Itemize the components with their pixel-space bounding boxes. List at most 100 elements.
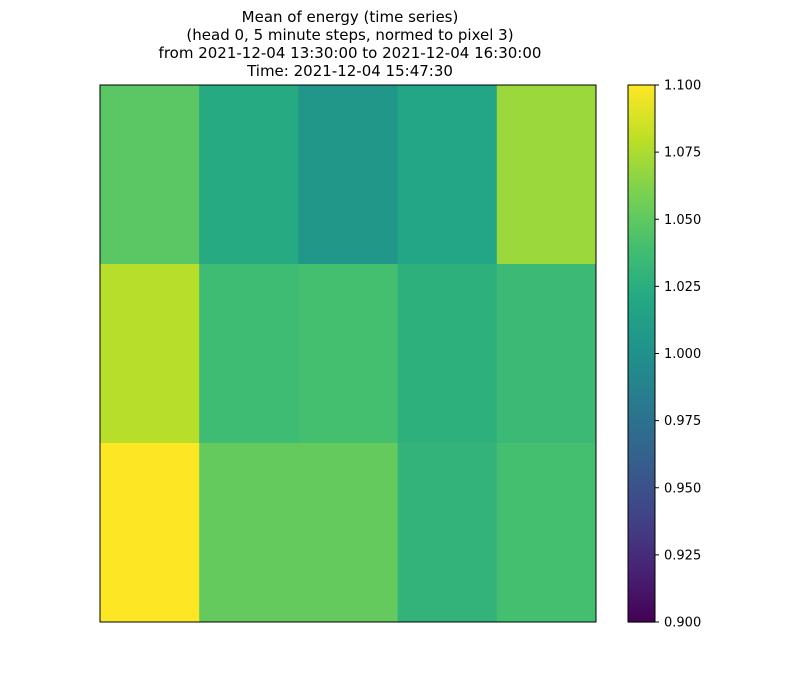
colorbar-segment: [628, 227, 655, 231]
colorbar-segment: [628, 568, 655, 572]
colorbar-segment: [628, 334, 655, 338]
colorbar-segment: [628, 428, 655, 432]
colorbar-segment: [628, 170, 655, 175]
colorbar-segment: [628, 315, 655, 320]
colorbar-segment: [628, 262, 655, 266]
colorbar-segment: [628, 136, 655, 140]
colorbar-segment: [628, 557, 655, 561]
colorbar-segment: [628, 546, 655, 551]
colorbar-segment: [628, 203, 655, 207]
colorbar-segment: [628, 119, 655, 124]
colorbar-segment: [628, 117, 655, 121]
colorbar-segment: [628, 509, 655, 513]
colorbar-segment: [628, 573, 655, 577]
colorbar-segment: [628, 101, 655, 105]
colorbar-segment: [628, 377, 655, 381]
heatmap-frame: [99, 84, 597, 623]
colorbar-segment: [628, 444, 655, 449]
colorbar-segment: [628, 232, 655, 236]
colorbar-segment: [628, 423, 655, 427]
colorbar-segment: [628, 165, 655, 169]
chart-title-line-1: Mean of energy (time series): [241, 8, 459, 26]
colorbar-segment: [628, 565, 655, 569]
colorbar-segment: [628, 587, 655, 591]
colorbar-segment: [628, 254, 655, 258]
colorbar-segment: [628, 168, 655, 172]
colorbar-segment: [628, 329, 655, 333]
colorbar-segment: [628, 184, 655, 188]
colorbar-segment: [628, 235, 655, 239]
colorbar-segment: [628, 399, 655, 403]
colorbar-segment: [628, 434, 655, 438]
colorbar-segment: [628, 544, 655, 548]
colorbar-segment: [628, 189, 655, 193]
colorbar-segment: [628, 85, 655, 89]
colorbar-tick-label: 1.075: [664, 146, 701, 161]
colorbar-segment: [628, 127, 655, 132]
colorbar-segment: [628, 603, 655, 607]
colorbar-segment: [628, 474, 655, 478]
colorbar-segment: [628, 530, 655, 534]
colorbar-segment: [628, 162, 655, 167]
colorbar-segment: [628, 278, 655, 282]
colorbar-segment: [628, 144, 655, 148]
heatmap-cell-r2-c1: [199, 443, 299, 623]
heatmap-cells: [100, 85, 597, 623]
colorbar-segment: [628, 412, 655, 416]
colorbar-segment: [628, 248, 655, 253]
colorbar-segment: [628, 146, 655, 151]
colorbar-segment: [628, 374, 655, 379]
colorbar-segment: [628, 538, 655, 543]
colorbar-segment: [628, 307, 655, 312]
colorbar-segment: [628, 409, 655, 414]
colorbar-segment: [628, 356, 655, 360]
colorbar-segment: [628, 616, 655, 620]
heatmap-cell-r1-c3: [397, 264, 498, 444]
colorbar-segment: [628, 264, 655, 269]
colorbar-segment: [628, 294, 655, 298]
colorbar-segment: [628, 552, 655, 556]
colorbar-segment: [628, 595, 655, 599]
colorbar-tick-label: 0.950: [664, 481, 701, 496]
heatmap-cell-r2-c2: [298, 443, 399, 623]
colorbar-segment: [628, 471, 655, 475]
colorbar-tick-label: 0.975: [664, 414, 701, 429]
colorbar-segment: [628, 541, 655, 545]
colorbar-segment: [628, 240, 655, 245]
colorbar-segment: [628, 345, 655, 349]
colorbar-segment: [628, 366, 655, 371]
colorbar-segment: [628, 305, 655, 309]
colorbar-segment: [628, 125, 655, 129]
colorbar-segment: [628, 369, 655, 373]
colorbar-segment: [628, 613, 655, 618]
colorbar-segment: [628, 160, 655, 164]
colorbar-tick-label: 1.050: [664, 213, 701, 228]
colorbar-segment: [628, 187, 655, 191]
colorbar-segment: [628, 133, 655, 137]
colorbar-segment: [628, 275, 655, 279]
colorbar-segment: [628, 401, 655, 406]
colorbar-segment: [628, 493, 655, 497]
colorbar-segment: [628, 251, 655, 255]
colorbar-segment: [628, 528, 655, 532]
colorbar-segment: [628, 267, 655, 271]
colorbar-segment: [628, 138, 655, 142]
colorbar-segment: [628, 417, 655, 422]
colorbar-segment: [628, 452, 655, 457]
colorbar-segment: [628, 589, 655, 594]
colorbar-segment: [628, 619, 655, 623]
colorbar-segment: [628, 348, 655, 352]
colorbar-segment: [628, 270, 655, 274]
colorbar-segment: [628, 281, 655, 285]
colorbar-segment: [628, 103, 655, 108]
colorbar-segment: [628, 122, 655, 126]
colorbar-tick-label: 1.025: [664, 280, 701, 295]
colorbar-segment: [628, 579, 655, 583]
colorbar-segment: [628, 350, 655, 355]
colorbar-segment: [628, 380, 655, 384]
colorbar-segment: [628, 498, 655, 502]
colorbar-segment: [628, 332, 655, 336]
colorbar-segment: [628, 216, 655, 220]
colorbar-segment: [628, 238, 655, 242]
colorbar-ticks: 0.900 0.925 0.950 0.975 1.000 1.025 1.050 1.075…: [655, 79, 701, 631]
